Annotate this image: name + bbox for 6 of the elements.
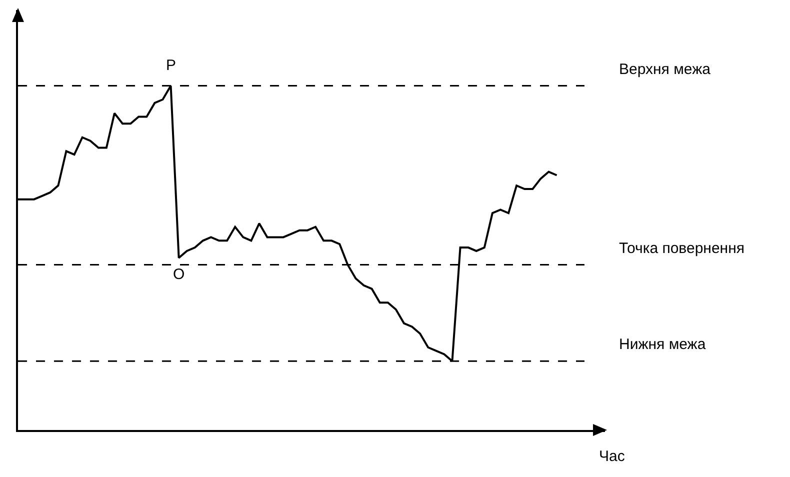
- ref-line-label: Нижня межа: [619, 336, 706, 353]
- x-axis-title: Час: [599, 448, 626, 465]
- ref-line-label: Точка повернення: [619, 240, 744, 257]
- ref-line-label: Верхня межа: [619, 61, 712, 78]
- annotation: O: [173, 266, 185, 283]
- annotation: P: [166, 57, 176, 74]
